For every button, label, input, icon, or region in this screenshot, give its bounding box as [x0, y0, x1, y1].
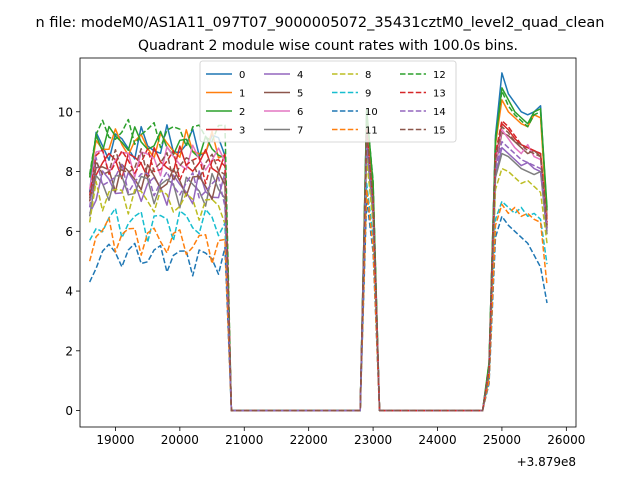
legend-label-14: 14: [433, 107, 446, 118]
legend-label-11: 11: [365, 126, 378, 137]
x-tick-label: 21000: [225, 433, 263, 447]
legend-label-3: 3: [239, 126, 245, 137]
y-tick-label: 4: [65, 285, 73, 299]
series-line-8: [88, 158, 548, 412]
x-tick-label: 24000: [418, 433, 456, 447]
legend-label-6: 6: [297, 107, 303, 118]
legend-label-15: 15: [433, 126, 446, 137]
x-tick-label: 25000: [483, 433, 521, 447]
legend-label-12: 12: [433, 70, 446, 81]
series-line-14: [88, 140, 548, 412]
legend-label-13: 13: [433, 89, 446, 100]
x-tick-label: 23000: [354, 433, 392, 447]
x-axis: 19000 20000 21000 22000 23000 24000 25000 26000: [96, 427, 585, 447]
legend-label-7: 7: [297, 126, 303, 137]
x-tick-label: 20000: [161, 433, 199, 447]
figure-suptitle: n file: modeM0/AS1A11_097T07_9000005072_…: [36, 15, 605, 31]
legend-label-1: 1: [239, 89, 245, 100]
legend-label-0: 0: [239, 70, 245, 81]
x-offset-label: +3.879e8: [517, 455, 576, 469]
y-tick-label: 8: [65, 165, 73, 179]
series-line-15: [88, 125, 548, 412]
y-tick-label: 6: [65, 225, 73, 239]
series-line-3: [88, 122, 548, 412]
series-line-11: [88, 188, 548, 412]
x-tick-label: 22000: [290, 433, 328, 447]
chart-title: Quadrant 2 module wise count rates with …: [138, 38, 518, 54]
y-tick-label: 0: [65, 404, 73, 418]
series-layer: [88, 72, 548, 412]
legend-label-9: 9: [365, 89, 371, 100]
legend-label-8: 8: [365, 70, 371, 81]
legend-label-4: 4: [297, 70, 303, 81]
y-axis: 0 2 4 6 8 10: [58, 105, 80, 418]
series-line-10: [88, 197, 548, 412]
legend-label-5: 5: [297, 89, 303, 100]
series-line-6: [88, 128, 548, 412]
y-tick-label: 10: [58, 105, 73, 119]
series-line-1: [88, 99, 548, 412]
series-line-5: [88, 131, 548, 412]
y-tick-label: 2: [65, 344, 73, 358]
x-tick-label: 19000: [96, 433, 134, 447]
x-tick-label: 26000: [547, 433, 585, 447]
legend-label-2: 2: [239, 107, 245, 118]
legend-box: [199, 60, 457, 143]
series-line-9: [89, 182, 548, 412]
plot-frame: [79, 57, 577, 428]
legend-label-10: 10: [365, 107, 378, 118]
